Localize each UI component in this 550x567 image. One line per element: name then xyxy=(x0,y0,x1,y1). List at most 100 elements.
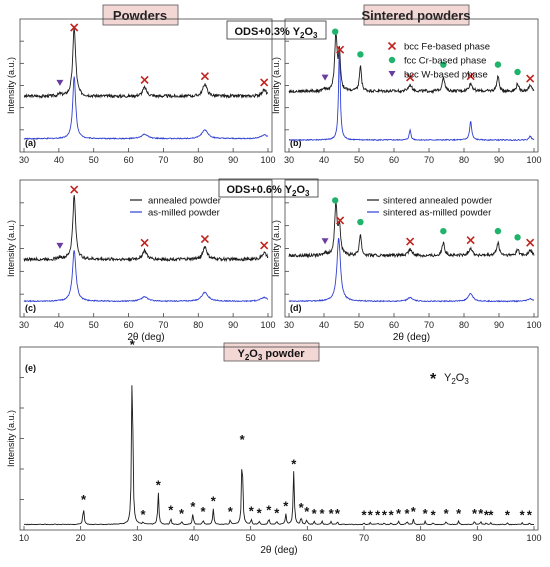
ods-mid-text: ODS+0.6% Y2O3 xyxy=(227,184,311,198)
marker-y2o3: * xyxy=(156,478,162,493)
cross-mark xyxy=(260,78,269,87)
ods-mid-sub2: 2 xyxy=(292,189,297,198)
series-line xyxy=(23,385,534,526)
series-line xyxy=(23,195,269,263)
cross-mark xyxy=(406,73,415,82)
marker-y2o3: * xyxy=(274,506,280,521)
series-line xyxy=(23,28,269,99)
panel-a: 30 40 50 60 70 80 90 100 (a) Intensity (a.u.) xyxy=(6,18,276,165)
marker-y2o3: * xyxy=(130,337,136,352)
x-axis-label: 2θ (deg) xyxy=(393,332,430,343)
legend-y2o3-o: O xyxy=(456,372,465,384)
x-tick-label: 80 xyxy=(193,320,203,330)
x-tick-label: 40 xyxy=(54,155,64,165)
ods-top-label: ODS+0.3% Y2O3 xyxy=(226,20,327,40)
panel-label: (c) xyxy=(25,303,36,313)
cross-mark xyxy=(466,72,475,81)
x-tick-label: 70 xyxy=(424,155,434,165)
legend-phase: bcc Fe-based phase fcc Cr-based phase bcc … xyxy=(387,41,490,81)
marker-y2o3: * xyxy=(329,506,335,521)
x-tick-label: 80 xyxy=(459,320,469,330)
cross-mark xyxy=(200,72,209,81)
marker-y2o3: * xyxy=(266,502,272,517)
marker-bcc-fe xyxy=(466,236,475,245)
panel-label: (e) xyxy=(25,363,36,373)
legend-y2o3-sub2: 2 xyxy=(451,377,456,386)
marker-y2o3: * xyxy=(361,508,367,523)
legend-cross-icon xyxy=(387,41,397,51)
header-sintered-label: Sintered powders xyxy=(361,8,470,23)
header-sintered-box xyxy=(363,4,470,26)
legend-phase-label: bcc Fe-based phase xyxy=(404,42,490,53)
header-powders: Powders xyxy=(102,4,179,26)
marker-bcc-fe xyxy=(70,23,79,32)
y2o3-title: Y2O3 powder xyxy=(223,342,320,362)
marker-y2o3: * xyxy=(299,500,305,515)
cross-mark xyxy=(466,236,475,245)
cross-mark xyxy=(260,241,269,250)
cross-mark xyxy=(526,74,535,83)
marker-fcc-cr xyxy=(357,218,364,226)
series-line xyxy=(288,238,535,303)
y-axis-label: Intensity (a.u.) xyxy=(6,57,16,114)
legend-y2o3-star: * xyxy=(430,371,437,388)
marker-y2o3: * xyxy=(520,508,526,523)
marker-bcc-fe xyxy=(140,238,149,247)
x-tick-label: 100 xyxy=(526,320,541,330)
y2o3-title-sub3: 3 xyxy=(258,353,263,362)
x-tick-label: 100 xyxy=(526,533,541,543)
series-line xyxy=(288,32,535,94)
series-line xyxy=(23,76,269,140)
panel-label: (b) xyxy=(290,138,302,148)
panel-label: (a) xyxy=(25,138,36,148)
ods-mid-label: ODS+0.6% Y2O3 xyxy=(218,178,319,198)
marker-fcc-cr xyxy=(440,227,447,235)
cross-mark xyxy=(140,238,149,247)
marker-y2o3: * xyxy=(456,506,462,521)
marker-bcc-fe xyxy=(70,185,79,194)
cross-mark xyxy=(70,185,79,194)
y2o3-title-y: Y xyxy=(238,348,246,360)
cross-mark xyxy=(200,234,209,244)
marker-fcc-cr xyxy=(357,51,364,58)
x-tick-label: 50 xyxy=(246,533,256,543)
legend-dot-icon xyxy=(388,56,396,64)
marker-y2o3: * xyxy=(283,498,289,513)
legend-sintered-label: sintered as-milled powder xyxy=(383,208,491,219)
legend-phase-label: bcc W-based phase xyxy=(404,70,488,81)
marker-y2o3: * xyxy=(411,504,417,519)
marker-fcc-cr xyxy=(514,68,521,76)
ods-top-sub3: 3 xyxy=(313,31,318,40)
ods-top-box xyxy=(226,20,327,40)
x-tick-label: 30 xyxy=(19,320,29,330)
panels: 30 40 50 60 70 80 90 100 (a) Intensity (a.u.) 30 40… xyxy=(6,18,542,556)
x-tick-label: 100 xyxy=(260,320,275,330)
marker-bcc-fe xyxy=(526,238,535,247)
panel-c: 30 40 50 60 70 80 90 100 (c) 2θ (deg) Intensity (a… xyxy=(6,179,276,343)
cross-mark xyxy=(336,45,345,54)
panel-label: (d) xyxy=(290,303,302,313)
marker-bcc-fe xyxy=(526,74,535,83)
cross-mark xyxy=(336,216,345,225)
marker-y2o3: * xyxy=(257,506,263,521)
series-line xyxy=(23,250,269,303)
series-line xyxy=(288,50,535,142)
marker-fcc-cr xyxy=(332,197,339,204)
marker-y2o3: * xyxy=(240,432,246,447)
y-axis-label: Intensity (a.u.) xyxy=(271,220,281,277)
x-tick-label: 90 xyxy=(494,320,504,330)
y2o3-title-end: powder xyxy=(262,348,305,360)
x-tick-label: 50 xyxy=(354,320,364,330)
marker-fcc-cr xyxy=(514,234,521,241)
marker-y2o3: * xyxy=(81,492,87,507)
panel-d: 30 40 50 60 70 80 90 100 (d) 2θ (deg) Intensity (a… xyxy=(271,179,542,343)
marker-fcc-cr xyxy=(332,28,339,35)
marker-bcc-fe xyxy=(336,216,345,225)
marker-y2o3: * xyxy=(382,508,388,523)
x-tick-label: 70 xyxy=(158,320,168,330)
x-tick-label: 50 xyxy=(89,320,99,330)
x-tick-label: 90 xyxy=(472,533,482,543)
x-tick-label: 20 xyxy=(76,533,86,543)
